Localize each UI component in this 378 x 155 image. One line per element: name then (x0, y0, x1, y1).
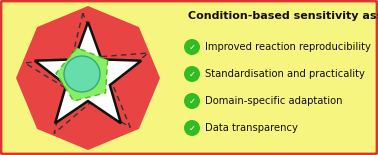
Text: Standardisation and practicality: Standardisation and practicality (205, 69, 365, 79)
Polygon shape (56, 48, 108, 101)
Text: Improved reaction reproducibility: Improved reaction reproducibility (205, 42, 371, 52)
Polygon shape (36, 26, 140, 130)
Text: ✓: ✓ (189, 69, 195, 78)
Text: ✓: ✓ (189, 97, 195, 106)
Circle shape (184, 66, 200, 82)
Circle shape (184, 120, 200, 136)
Circle shape (184, 93, 200, 109)
Text: ✓: ✓ (189, 124, 195, 133)
Polygon shape (26, 16, 150, 140)
Text: Domain-specific adaptation: Domain-specific adaptation (205, 96, 342, 106)
Polygon shape (56, 46, 120, 110)
Text: Condition-based sensitivity assessment: Condition-based sensitivity assessment (188, 11, 378, 21)
Circle shape (184, 39, 200, 55)
Polygon shape (35, 22, 141, 123)
Polygon shape (46, 36, 130, 120)
Text: Data transparency: Data transparency (205, 123, 298, 133)
Circle shape (64, 56, 100, 92)
Polygon shape (16, 6, 160, 150)
Text: ✓: ✓ (189, 42, 195, 51)
